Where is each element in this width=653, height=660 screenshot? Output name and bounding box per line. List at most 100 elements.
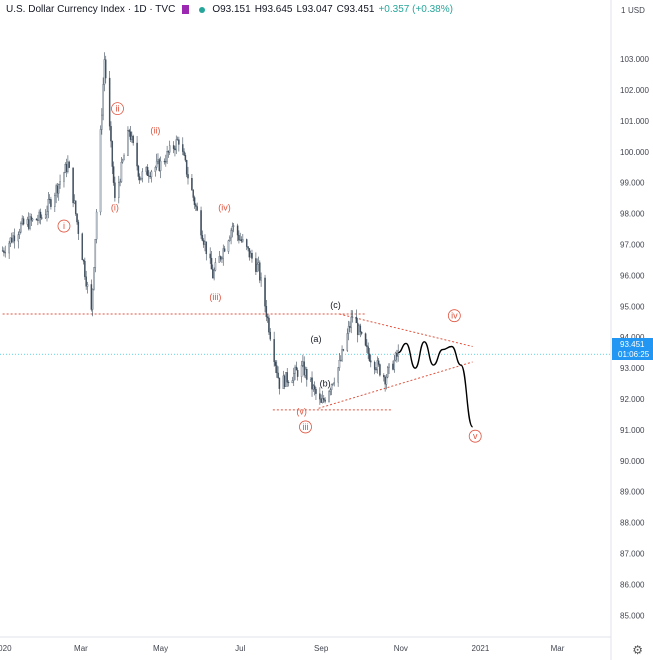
candle-body [191, 178, 193, 191]
candle-body [12, 235, 14, 243]
wave-label: (v) [296, 406, 307, 416]
candle-body [159, 160, 162, 171]
wave-label-text: ii [116, 104, 120, 114]
candle-body [295, 366, 298, 371]
candle-body [379, 364, 381, 376]
candle-body [18, 231, 21, 235]
y-tick-label: 99.000 [620, 179, 645, 188]
candle-body [358, 325, 360, 335]
candle-body [95, 211, 98, 240]
candle-body [176, 139, 179, 141]
candle-body [65, 164, 68, 172]
candle-body [338, 360, 341, 368]
candle-body [67, 161, 69, 172]
wave-label: iv [447, 309, 461, 323]
candle-body [99, 129, 102, 213]
price-axis[interactable]: 85.000 86.000 87.000 88.000 89.000 90.000 91.0… [620, 55, 649, 620]
y-tick-label: 91.000 [620, 426, 645, 435]
candle-body [158, 159, 161, 171]
y-tick-label: 100.000 [620, 148, 649, 157]
candle-body [277, 372, 279, 379]
time-axis[interactable]: 2020 Mar May Jul Sep Nov 2021 Mar [0, 644, 565, 653]
x-tick-label: Nov [394, 644, 408, 653]
candle-body [183, 151, 185, 156]
gear-icon[interactable]: ⚙ [632, 643, 643, 657]
candle-body [294, 366, 296, 374]
candle-body [315, 388, 317, 394]
candle-body [392, 363, 394, 370]
candle-body [184, 155, 187, 161]
candle-body [396, 352, 398, 357]
candle-body [193, 197, 196, 206]
candle-body [386, 367, 389, 378]
low-value: L93.047 [296, 4, 333, 15]
candle-body [129, 131, 132, 140]
candle-body [146, 166, 149, 176]
candle-body [187, 174, 189, 179]
projection-path[interactable] [397, 341, 474, 428]
candle-body [22, 218, 25, 225]
symbol-title[interactable]: U.S. Dollar Currency Index · 1D · TVC [6, 4, 176, 15]
candle-body [346, 333, 349, 351]
candle-body [282, 375, 285, 389]
x-tick-label: Sep [314, 644, 329, 653]
flag-icon[interactable] [182, 5, 190, 14]
candle-body [172, 145, 175, 149]
candle-body [324, 399, 326, 402]
candle-body [111, 140, 114, 167]
y-tick-label: 87.000 [620, 550, 645, 559]
candle-body [41, 217, 43, 219]
candle-body [385, 376, 388, 385]
candle-body [114, 182, 116, 198]
candle-body [140, 177, 142, 181]
x-tick-label: Jul [235, 644, 245, 653]
y-tick-label: 94.000 [620, 333, 645, 342]
candle-body [44, 214, 47, 219]
candle-body [319, 393, 321, 400]
y-tick-label: 88.000 [620, 519, 645, 528]
candle-body [351, 316, 354, 318]
candle-body [165, 161, 167, 163]
candle-body [31, 218, 34, 221]
candle-body [311, 377, 313, 390]
plot-area[interactable]: ii (ii) i (i) (iv) (iii) (c) (a) (b) (v) iii iv v [0, 52, 611, 443]
triangle-upper-line[interactable] [339, 313, 473, 347]
candle-body [266, 316, 269, 319]
candle-body [309, 377, 312, 380]
candle-body [320, 398, 322, 403]
wave-label-text: i [63, 221, 65, 231]
candle-body [242, 239, 244, 242]
candle-body [286, 372, 288, 383]
wave-label: (c) [330, 300, 341, 310]
y-tick-label: 86.000 [620, 580, 645, 589]
candlestick-series [1, 52, 399, 405]
candle-body [287, 382, 290, 384]
wave-label-circle [447, 309, 461, 323]
price-badge-countdown: 01:06:25 [618, 350, 650, 359]
candle-body [20, 223, 22, 233]
candle-body [37, 219, 39, 221]
candle-body [163, 160, 166, 163]
close-value: C93.451 [336, 4, 375, 15]
candle-body [364, 333, 367, 346]
candle-body [236, 225, 239, 236]
wave-label: (iv) [218, 203, 231, 213]
candle-body [205, 241, 208, 255]
candle-body [82, 259, 85, 262]
candle-body [120, 161, 123, 182]
candle-body [10, 237, 13, 243]
candle-body [383, 375, 385, 378]
candle-body [192, 189, 194, 198]
y-tick-label: 95.000 [620, 302, 645, 311]
candle-body [291, 380, 294, 384]
wave-label-circle [111, 102, 124, 116]
candle-body [81, 233, 84, 261]
scale-mode[interactable]: 1 [621, 6, 626, 15]
candle-body [377, 360, 380, 365]
candle-body [201, 235, 204, 241]
wave-label-text: (iii) [209, 292, 221, 302]
triangle-lower-line[interactable] [318, 361, 473, 409]
candle-body [302, 361, 304, 366]
currency-label[interactable]: USD [628, 6, 645, 15]
